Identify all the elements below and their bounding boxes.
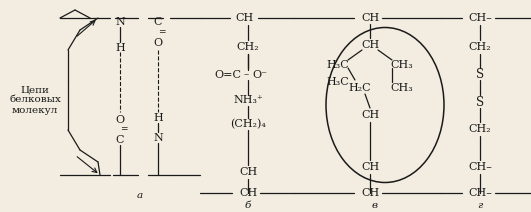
Text: O: O	[115, 115, 125, 125]
Text: CH: CH	[361, 188, 379, 198]
Text: C: C	[116, 135, 124, 145]
Text: CH₃: CH₃	[391, 60, 413, 70]
Text: Цепи
белковых
молекул: Цепи белковых молекул	[9, 85, 61, 115]
Text: CH₂: CH₂	[469, 124, 491, 134]
Text: (CH₂)₄: (CH₂)₄	[230, 119, 266, 129]
Text: a: a	[137, 191, 143, 199]
Text: CH: CH	[361, 40, 379, 50]
Text: CH: CH	[236, 13, 254, 23]
Text: –: –	[244, 71, 249, 80]
Text: S: S	[476, 68, 484, 81]
Text: H₂C: H₂C	[349, 83, 371, 93]
Text: S: S	[476, 95, 484, 109]
Text: CH₃: CH₃	[391, 83, 413, 93]
Text: H₃C: H₃C	[327, 77, 349, 87]
Text: N: N	[153, 133, 163, 143]
Text: б: б	[245, 201, 251, 209]
Text: CH₂: CH₂	[237, 42, 259, 52]
Text: NH₃⁺: NH₃⁺	[233, 95, 263, 105]
Text: CH–: CH–	[468, 13, 492, 23]
Text: H₃C: H₃C	[327, 60, 349, 70]
Text: H: H	[153, 113, 163, 123]
Text: CH: CH	[361, 13, 379, 23]
Text: CH: CH	[361, 162, 379, 172]
Text: в: в	[372, 201, 378, 209]
Text: O⁻: O⁻	[252, 70, 267, 80]
Text: г: г	[477, 201, 483, 209]
Text: CH–: CH–	[468, 162, 492, 172]
Text: =: =	[158, 28, 166, 38]
Text: H: H	[115, 43, 125, 53]
Text: =: =	[120, 126, 128, 134]
Text: C: C	[154, 17, 162, 27]
Text: O=C: O=C	[215, 70, 242, 80]
Text: CH: CH	[239, 188, 257, 198]
Text: N: N	[115, 17, 125, 27]
Text: CH₂: CH₂	[469, 42, 491, 52]
Text: CH: CH	[239, 167, 257, 177]
Text: CH–: CH–	[468, 188, 492, 198]
Text: O: O	[153, 38, 162, 48]
Text: CH: CH	[361, 110, 379, 120]
